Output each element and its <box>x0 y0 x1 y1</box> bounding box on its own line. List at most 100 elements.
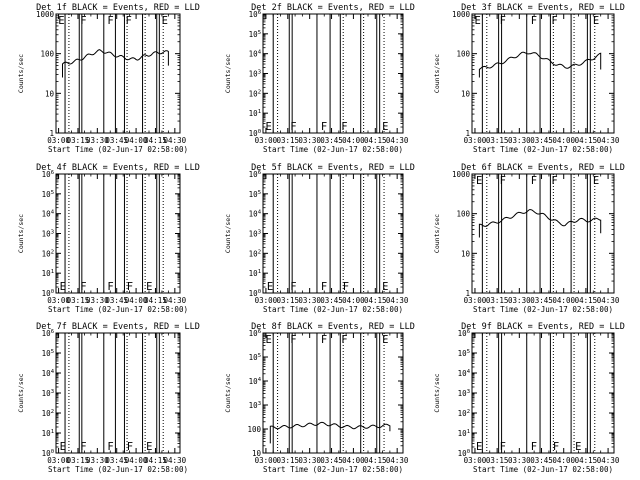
detector-4f-plot: Det 4f BLACK = Events, RED = LLD 100 101 10… <box>17 163 200 314</box>
plot-frame <box>55 173 181 294</box>
y-tick-label: 105 <box>249 353 261 362</box>
plot-frame <box>471 173 615 294</box>
event-marker-e: E <box>476 441 482 453</box>
y-tick-label: 101 <box>42 429 54 438</box>
y-axis-label: Counts/sec <box>17 373 25 412</box>
y-tick-label: 100 <box>40 50 54 59</box>
y-tick-label: 104 <box>42 210 55 219</box>
y-tick-label: 103 <box>42 389 54 398</box>
y-axis-label: Counts/sec <box>224 373 232 412</box>
x-tick-label: 03:45 <box>105 456 128 465</box>
detector-8f-plot: Det 8f BLACK = Events, RED = LLD 10 100 103… <box>224 322 415 474</box>
x-tick-label: 03:15 <box>277 456 300 465</box>
plot-frame <box>262 173 404 294</box>
event-marker-e: E <box>265 334 271 346</box>
event-marker-f: F <box>531 15 537 27</box>
plot-title: Det 9f BLACK = Events, RED = LLD <box>461 322 625 332</box>
y-tick-label: 1000 <box>452 10 471 19</box>
x-axis-label: Start Time (02-Jun-17 02:58:00) <box>48 465 188 474</box>
y-tick-label: 106 <box>42 329 54 338</box>
x-tick-label: 03:30 <box>86 136 109 145</box>
detector-2f-plot: Det 2f BLACK = Events, RED = LLD 100 101 10… <box>224 3 415 154</box>
y-tick-label: 101 <box>458 429 470 438</box>
x-tick-label: 04:30 <box>597 136 620 145</box>
y-tick-label: 106 <box>458 329 470 338</box>
events-series-line <box>478 209 602 238</box>
plot-frame <box>471 332 615 454</box>
y-tick-label: 102 <box>249 89 261 98</box>
event-marker-f: F <box>531 175 537 187</box>
x-tick-label: 04:00 <box>125 136 148 145</box>
y-tick-label: 101 <box>249 269 261 278</box>
x-tick-label: 03:45 <box>530 296 553 305</box>
x-tick-label: 03:15 <box>277 296 300 305</box>
x-tick-label: 03:30 <box>86 296 109 305</box>
x-axis-label: Start Time (02-Jun-17 02:58:00) <box>48 145 188 154</box>
x-axis-label: Start Time (02-Jun-17 02:58:00) <box>263 305 403 314</box>
y-tick-label: 102 <box>249 249 261 258</box>
event-marker-f: F <box>500 441 506 453</box>
y-tick-label: 1000 <box>36 10 55 19</box>
x-tick-label: 04:30 <box>597 296 620 305</box>
y-tick-label: 10 <box>461 89 471 98</box>
event-marker-f: F <box>125 15 131 27</box>
event-marker-e: E <box>593 175 599 187</box>
detector-3f-plot: Det 3f BLACK = Events, RED = LLD 1 10 100 10… <box>433 3 625 154</box>
x-tick-label: 04:00 <box>125 296 148 305</box>
detector-5f-plot: Det 5f BLACK = Events, RED = LLD 100 101 10… <box>224 163 415 314</box>
x-tick-label: 04:30 <box>386 136 409 145</box>
event-marker-f: F <box>321 281 327 293</box>
y-tick-label: 100 <box>249 289 261 298</box>
y-tick-label: 100 <box>456 50 470 59</box>
x-tick-label: 03:00 <box>255 296 278 305</box>
event-marker-e: E <box>267 281 273 293</box>
x-tick-label: 03:15 <box>67 296 90 305</box>
event-marker-f: F <box>553 441 559 453</box>
y-tick-label: 105 <box>42 190 54 199</box>
y-tick-label: 106 <box>249 170 261 179</box>
event-marker-f: F <box>551 175 557 187</box>
y-tick-label: 10 <box>45 89 55 98</box>
plot-title: Det 8f BLACK = Events, RED = LLD <box>251 322 415 332</box>
y-axis-label: Counts/sec <box>224 54 232 93</box>
event-marker-f: F <box>551 15 557 27</box>
y-tick-label: 102 <box>42 409 54 418</box>
y-tick-label: 1 <box>49 129 54 138</box>
y-tick-label: 1 <box>465 289 470 298</box>
plot-frame <box>471 13 615 134</box>
x-tick-label: 03:00 <box>255 136 278 145</box>
x-tick-label: 04:30 <box>164 456 187 465</box>
plot-frame <box>55 13 181 134</box>
events-series-line <box>62 49 169 78</box>
event-marker-e: E <box>476 175 482 187</box>
event-marker-f: F <box>107 281 113 293</box>
y-tick-label: 10 <box>252 449 262 458</box>
x-tick-label: 03:30 <box>86 456 109 465</box>
event-marker-f: F <box>290 281 296 293</box>
event-marker-e: E <box>265 121 271 133</box>
x-tick-label: 04:30 <box>386 296 409 305</box>
y-tick-label: 100 <box>42 289 54 298</box>
y-tick-label: 104 <box>42 369 55 378</box>
x-tick-label: 03:45 <box>530 136 553 145</box>
y-tick-label: 102 <box>42 249 54 258</box>
x-tick-label: 04:30 <box>597 456 620 465</box>
event-marker-f: F <box>107 441 113 453</box>
y-tick-label: 10 <box>461 249 471 258</box>
plot-frame <box>262 332 404 454</box>
event-marker-e: E <box>575 441 581 453</box>
event-marker-e: E <box>382 281 388 293</box>
x-tick-label: 03:00 <box>47 456 70 465</box>
y-tick-label: 104 <box>249 210 262 219</box>
x-tick-label: 03:15 <box>277 136 300 145</box>
plot-title: Det 5f BLACK = Events, RED = LLD <box>251 163 415 173</box>
y-tick-label: 103 <box>458 389 470 398</box>
event-marker-e: E <box>162 15 168 27</box>
plot-title: Det 2f BLACK = Events, RED = LLD <box>251 3 415 13</box>
x-tick-label: 03:15 <box>486 456 509 465</box>
event-marker-e: E <box>58 15 64 27</box>
y-tick-label: 105 <box>249 30 261 39</box>
x-tick-label: 04:30 <box>164 296 187 305</box>
plot-title: Det 7f BLACK = Events, RED = LLD <box>36 322 200 332</box>
event-marker-f: F <box>343 281 349 293</box>
